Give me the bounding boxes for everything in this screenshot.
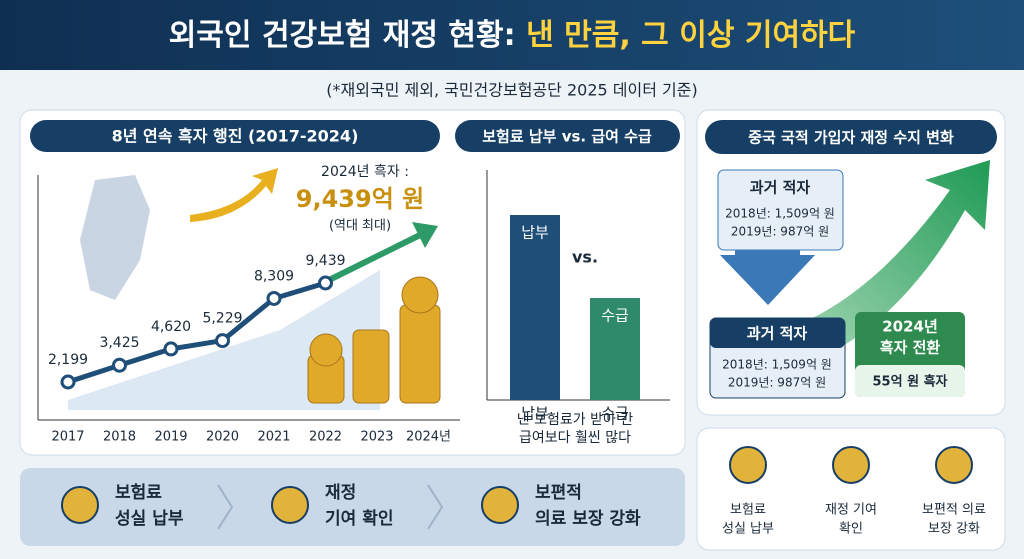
x-tick-label: 2020 (206, 430, 239, 445)
icon (271, 486, 309, 524)
trend-arrow (321, 232, 422, 286)
footer-text: 성실 납부 (115, 509, 184, 529)
title: 외국인 건강보험 재정 현황: 낸 만큼, 그 이상 기여하다 (169, 18, 856, 53)
bar-shape (590, 298, 640, 400)
point (163, 341, 179, 357)
box-text: 2018년: 1,509억 원 (725, 207, 835, 221)
x-tick-label: 2019 (154, 430, 187, 445)
x-tick-label: 2024년 (406, 430, 451, 445)
comparison-title: 보험료 납부 vs. 급여 수급 (482, 128, 652, 146)
subtitle: (*재외국민 제외, 국민건강보험공단 2025 데이터 기준) (326, 81, 697, 100)
icon (61, 486, 99, 524)
box-text: 2019년: 987억 원 (731, 225, 829, 239)
icon (935, 446, 973, 484)
side-footer-text: 보험료 (730, 503, 766, 518)
box-text: 55억 원 흑자 (873, 374, 948, 390)
vs: vs. (572, 248, 598, 267)
chevron (217, 484, 234, 530)
data-label: 8,309 (254, 268, 294, 284)
chart-title: 8년 연속 흑자 행진 (2017-2024) (112, 127, 359, 146)
box (717, 169, 844, 251)
point (60, 374, 76, 390)
annotation: 9,439억 원 (296, 185, 424, 213)
pill (705, 120, 997, 154)
icon (481, 486, 519, 524)
data-label: 5,229 (202, 311, 242, 327)
annotation: (역대 최대) (329, 219, 391, 234)
bar-label: 납부 (521, 224, 549, 242)
footer-text: 보험료 (115, 482, 162, 503)
side-footer-text: 재정 기여 (825, 503, 877, 518)
box-text: 2018년: 1,509억 원 (722, 358, 832, 372)
header-bar (0, 0, 1024, 70)
pill (30, 120, 440, 152)
x-tick-label: 2017 (51, 430, 84, 445)
gold-arrow (190, 168, 278, 222)
x-tick-label: 2018 (103, 430, 136, 445)
panel (696, 427, 1006, 551)
pill (455, 120, 680, 152)
point (266, 290, 282, 306)
data-label: 3,425 (99, 335, 139, 351)
footer-text: 기여 확인 (325, 509, 393, 529)
bar-label: 수급 (601, 307, 629, 325)
category-label: 납부 (521, 405, 549, 423)
box-head (710, 318, 845, 348)
data-label: 2,199 (48, 352, 88, 368)
bar-shape (510, 215, 560, 400)
icon (729, 446, 767, 484)
x-tick-label: 2023 (360, 430, 393, 445)
point (318, 275, 333, 291)
footer-text: 의료 보장 강화 (535, 509, 641, 529)
footer-text: 재정 (325, 483, 356, 503)
side-footer-text: 보장 강화 (928, 522, 980, 537)
trend-band (68, 270, 380, 410)
map-shape (80, 175, 150, 300)
box-heading: 과거 적자 (750, 179, 811, 197)
footer-text: 보편적 (535, 483, 582, 503)
side-footer-text: 보편적 의료 (922, 503, 986, 518)
side-footer-text: 확인 (839, 522, 863, 537)
side-footer-text: 성실 납부 (722, 522, 774, 537)
box (855, 365, 965, 397)
footer-bar (20, 468, 685, 546)
box-heading: 흑자 전환 (880, 339, 941, 357)
box-heading: 과거 적자 (747, 325, 808, 343)
caption: 급여보다 훨씬 많다 (519, 430, 631, 446)
china-title: 중국 국적 가입자 재정 수지 변화 (748, 129, 954, 147)
caption: 낸 보험료가 받아 간 (517, 412, 634, 428)
x-tick-label: 2022 (309, 430, 342, 445)
x-tick-label: 2021 (257, 430, 290, 445)
point (112, 357, 127, 373)
category-label: 수급 (601, 405, 629, 423)
box-text: 2019년: 987억 원 (728, 376, 826, 390)
annotation: 2024년 흑자 : (321, 163, 409, 180)
line-series (67, 280, 327, 385)
arrow-head (412, 222, 438, 248)
coins (307, 276, 441, 404)
icon (832, 446, 870, 484)
data-label: 4,620 (151, 319, 191, 335)
chevron (427, 484, 444, 530)
data-label: 9,439 (305, 253, 345, 269)
point (215, 333, 230, 349)
box-heading: 2024년 (882, 318, 938, 336)
